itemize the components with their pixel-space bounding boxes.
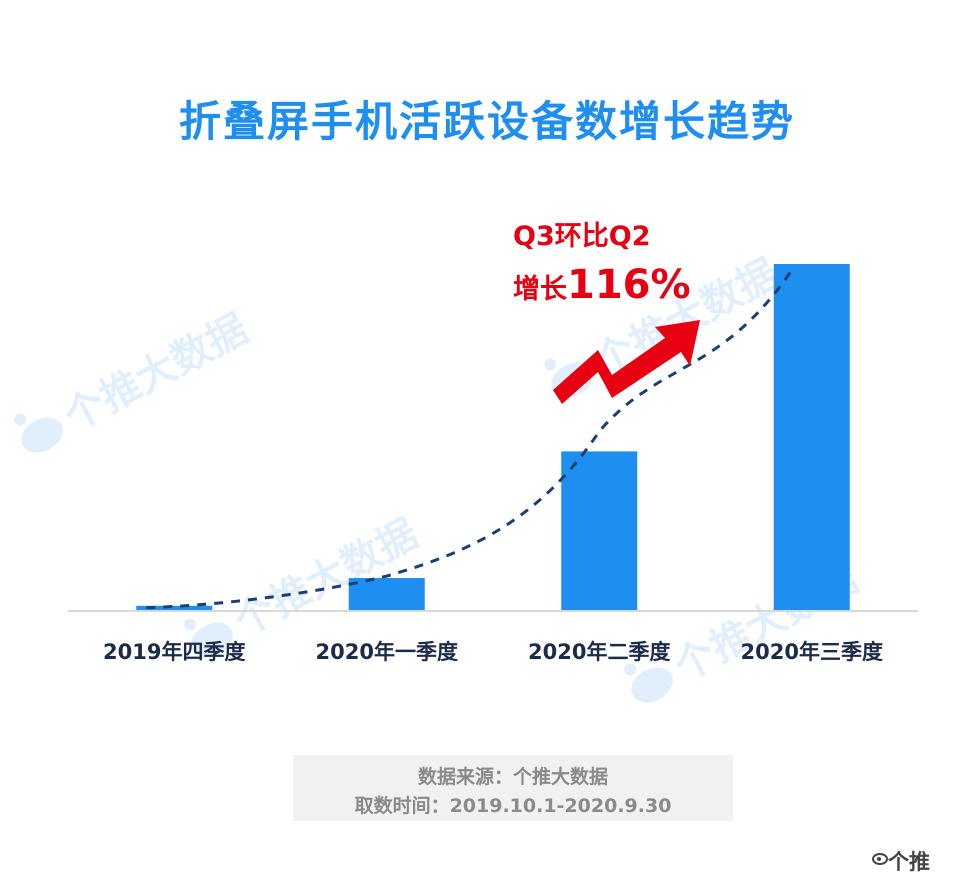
- watermark-text: 个推大数据: [57, 306, 255, 441]
- source-line-2: 取数时间：2019.10.1-2020.9.30: [354, 795, 672, 817]
- weibo-icon: [872, 853, 888, 865]
- annotation-value: 116%: [567, 262, 691, 308]
- x-tick-label-2: 2020年一季度: [316, 640, 458, 664]
- watermark-logo-icon: [184, 618, 233, 658]
- source-line-1: 数据来源：个推大数据: [417, 766, 608, 788]
- x-tick-labels: 2019年四季度 2020年一季度 2020年二季度 2020年三季度: [103, 640, 883, 664]
- annotation-line1: Q3环比Q2: [513, 221, 650, 252]
- corner-label: 个推: [888, 850, 930, 874]
- bar-1: [136, 605, 213, 611]
- bars: [136, 264, 850, 611]
- x-tick-label-1: 2019年四季度: [103, 640, 245, 664]
- x-tick-label-4: 2020年三季度: [741, 640, 883, 664]
- bar-3: [561, 451, 638, 611]
- growth-arrow-icon: [553, 320, 700, 404]
- watermark-logo-icon: [624, 663, 673, 703]
- watermark-1: 个推大数据: [14, 306, 255, 453]
- annotation-line2: 增长116%: [513, 262, 691, 308]
- bar-4: [773, 264, 850, 611]
- watermark-logo-icon: [14, 413, 63, 453]
- bar-2: [348, 578, 425, 611]
- chart-title: 折叠屏手机活跃设备数增长趋势: [178, 97, 795, 146]
- source-box: 数据来源：个推大数据 取数时间：2019.10.1-2020.9.30: [293, 755, 733, 821]
- annotation-prefix: 增长: [513, 273, 568, 305]
- x-tick-label-3: 2020年二季度: [528, 640, 670, 664]
